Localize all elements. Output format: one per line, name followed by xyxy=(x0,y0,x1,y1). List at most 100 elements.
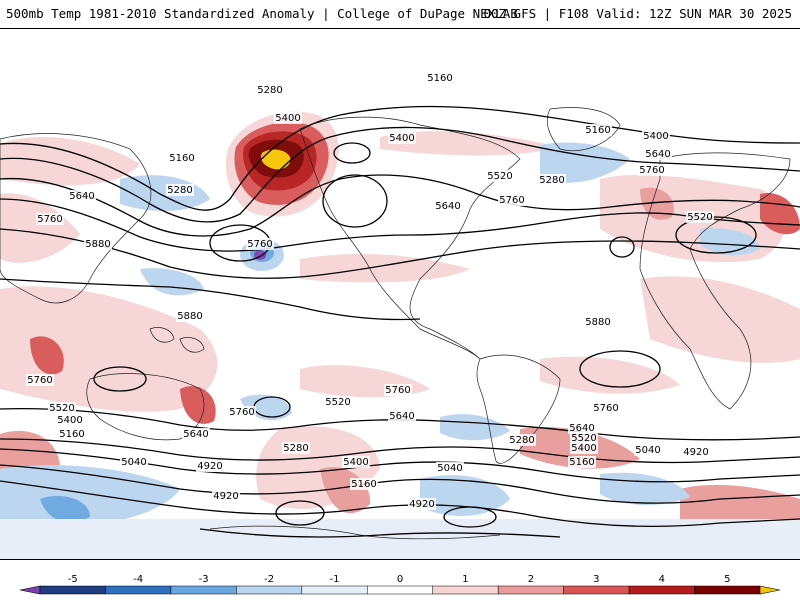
colorbar-segment xyxy=(301,585,368,595)
contour-label-bg xyxy=(568,422,596,434)
contour-label-bg xyxy=(568,456,596,468)
contour-label: 5160 xyxy=(569,457,594,468)
contour-label: 5640 xyxy=(435,201,460,212)
colorbar-tick-label: 0 xyxy=(397,574,403,585)
contour-label: 5760 xyxy=(385,385,410,396)
contour-label: 5760 xyxy=(37,214,62,225)
contour-label: 5040 xyxy=(121,457,146,468)
contour-label-bg xyxy=(570,442,598,454)
contour-label-bg xyxy=(228,406,256,418)
contour-label-bg xyxy=(584,316,612,328)
colorbar-segment xyxy=(628,585,695,595)
contour-label: 5880 xyxy=(85,239,110,250)
run-info: 00Z GFS | F108 Valid: 12Z SUN MAR 30 202… xyxy=(483,6,792,21)
colorbar-segment xyxy=(170,585,237,595)
colorbar-segment xyxy=(367,585,433,595)
contour-label: 5760 xyxy=(229,407,254,418)
colorbar-tick-label: 1 xyxy=(462,574,468,585)
contour-label: 5520 xyxy=(325,397,350,408)
contour-label-bg xyxy=(434,200,462,212)
contour-label: 5880 xyxy=(585,317,610,328)
contour-label-bg xyxy=(592,402,620,414)
contour-label: 5760 xyxy=(27,375,52,386)
coastlines xyxy=(0,107,791,540)
colorbar-tick-label: 3 xyxy=(593,574,599,585)
colorbar-segment xyxy=(694,585,761,595)
contour-label-bg xyxy=(68,190,96,202)
colorbar-segment xyxy=(563,585,630,595)
contour-label-bg xyxy=(166,184,194,196)
contour-label: 4920 xyxy=(409,499,434,510)
contour-label: 5160 xyxy=(351,479,376,490)
contour-label-bg xyxy=(436,462,464,474)
contour-label: 5160 xyxy=(585,125,610,136)
contour-label: 5280 xyxy=(539,175,564,186)
colorbar: -5 -4 -3 -2 -1 0 1 2 3 4 5 xyxy=(0,568,800,600)
contour-label: 4920 xyxy=(683,447,708,458)
contour-label-bg xyxy=(570,432,598,444)
colorbar-svg: -5 -4 -3 -2 -1 0 1 2 3 4 5 xyxy=(19,574,781,595)
colorbar-tick-label: 4 xyxy=(659,574,665,585)
contour-label: 5760 xyxy=(499,195,524,206)
colorbar-tick-label: -3 xyxy=(199,574,209,585)
contour-label-bg xyxy=(256,84,284,96)
map-title: 500mb Temp 1981-2010 Standardized Anomal… xyxy=(6,6,518,21)
contour-label-bg xyxy=(36,213,64,225)
contour-label-bg xyxy=(538,174,566,186)
contour-label: 5640 xyxy=(69,191,94,202)
colorbar-segment xyxy=(497,585,564,595)
colorbar-arrow-high xyxy=(759,585,781,595)
anomaly-map: 5160 5280 5400 5400 5160 5280 5640 5760 5880 5760… xyxy=(0,28,800,560)
contour-label-bg xyxy=(212,490,240,502)
colorbar-segment xyxy=(432,585,499,595)
contour-label-bg xyxy=(426,72,454,84)
contour-label-bg xyxy=(408,498,436,510)
contour-label-bg xyxy=(388,132,416,144)
colorbar-segment xyxy=(105,585,172,595)
contour-label: 5880 xyxy=(177,311,202,322)
contour-label-bg xyxy=(686,211,714,223)
contour-label-bg xyxy=(342,456,370,468)
contour-label: 5520 xyxy=(571,433,596,444)
contour-label-bg xyxy=(388,410,416,422)
colorbar-tick-label: -1 xyxy=(330,574,340,585)
contour-label-bg xyxy=(634,444,662,456)
height-contours xyxy=(0,105,800,538)
contour-label-bg xyxy=(196,460,224,472)
contour-label: 5160 xyxy=(427,73,452,84)
contour-label: 5400 xyxy=(643,131,668,142)
contour-labels: 5160 5280 5400 5400 5160 5280 5640 5760 5880 5760… xyxy=(26,72,714,510)
contour-label-bg xyxy=(384,384,412,396)
contour-label-bg xyxy=(84,238,112,250)
colorbar-arrow-low xyxy=(19,585,41,595)
contour-label: 5760 xyxy=(639,165,664,176)
colorbar-tick-label: -4 xyxy=(133,574,143,585)
contour-label: 5400 xyxy=(571,443,596,454)
contour-label-bg xyxy=(508,434,536,446)
contour-label: 5040 xyxy=(437,463,462,474)
contour-label: 5160 xyxy=(59,429,84,440)
contour-label: 5280 xyxy=(257,85,282,96)
contour-label-bg xyxy=(584,124,612,136)
contour-label: 5760 xyxy=(247,239,272,250)
contour-label-bg xyxy=(246,238,274,250)
contour-label-bg xyxy=(26,374,54,386)
colorbar-tick-label: -5 xyxy=(68,574,78,585)
contour-label-bg xyxy=(486,170,514,182)
contour-label-bg xyxy=(498,194,526,206)
colorbar-tick-label: 2 xyxy=(528,574,534,585)
contour-label: 5280 xyxy=(509,435,534,446)
contour-label: 5160 xyxy=(169,153,194,164)
contour-label-bg xyxy=(644,148,672,160)
colorbar-tick-label: 5 xyxy=(724,574,730,585)
header-bar: 500mb Temp 1981-2010 Standardized Anomal… xyxy=(0,0,800,28)
contour-label: 5400 xyxy=(275,113,300,124)
contour-label-bg xyxy=(120,456,148,468)
contour-label: 5760 xyxy=(593,403,618,414)
contour-label-bg xyxy=(350,478,378,490)
contour-label-bg xyxy=(324,396,352,408)
contour-label: 5640 xyxy=(183,429,208,440)
colorbar-segment xyxy=(39,585,106,595)
contour-label-bg xyxy=(182,428,210,440)
contour-label: 5400 xyxy=(343,457,368,468)
